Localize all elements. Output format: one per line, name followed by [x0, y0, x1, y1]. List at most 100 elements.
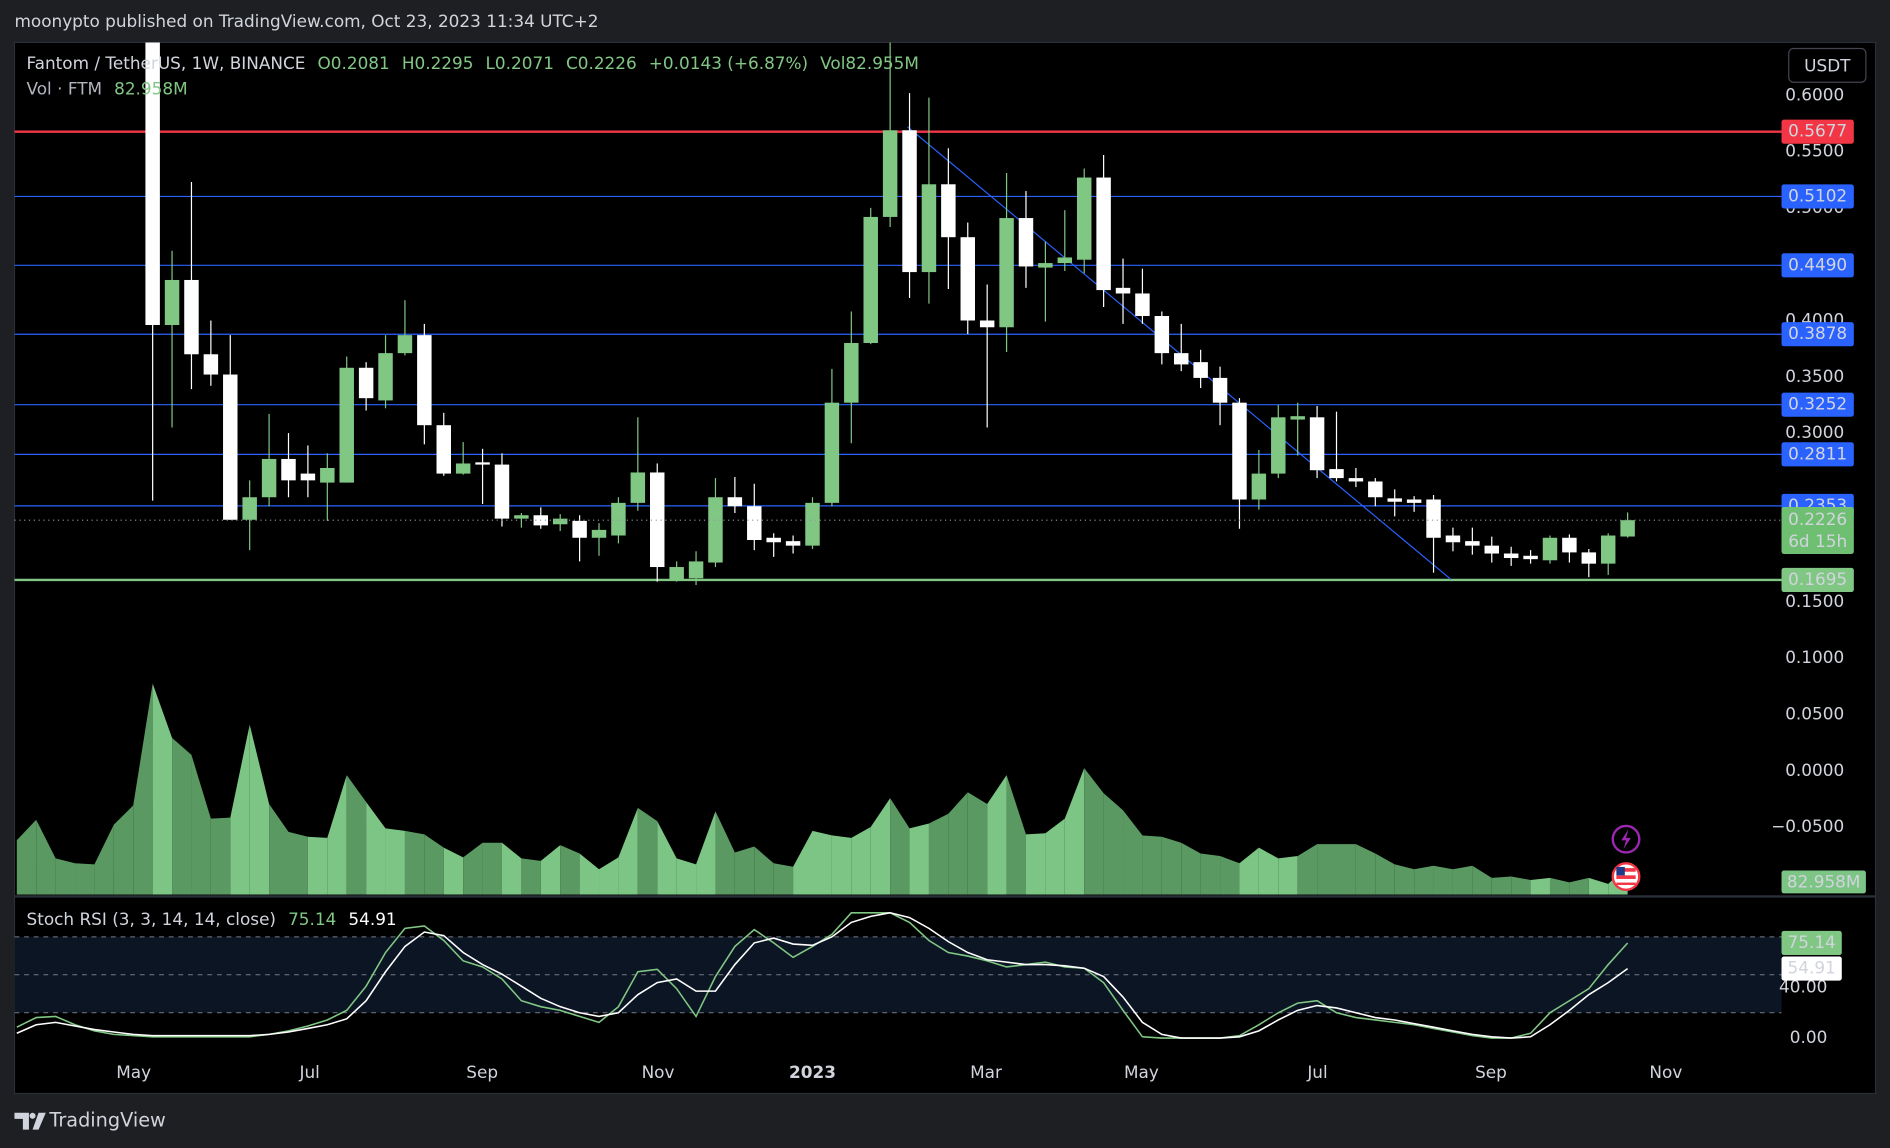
candle-body: [436, 425, 451, 474]
volume-area: [560, 845, 580, 895]
currency-label[interactable]: USDT: [1804, 56, 1851, 76]
candle-body: [785, 541, 801, 546]
volume-area: [385, 828, 405, 895]
volume-area: [851, 827, 871, 895]
candle-body: [494, 464, 510, 519]
candle-body: [1271, 417, 1286, 474]
volume-area: [696, 811, 716, 895]
volume-area: [366, 801, 386, 895]
volume-area: [404, 830, 425, 895]
level-label-box: [1781, 442, 1854, 467]
volume-area: [540, 845, 561, 895]
volume-area: [909, 823, 929, 895]
candle-body: [1387, 498, 1402, 502]
brand: TradingView: [48, 1109, 165, 1132]
footer-logo: TradingView: [14, 1109, 166, 1132]
volume-area: [1220, 855, 1240, 895]
volume-area: [191, 754, 211, 895]
volume-area: [521, 858, 541, 895]
published-note: moonypto published on TradingView.com, O…: [14, 11, 598, 31]
volume-area: [1569, 877, 1589, 895]
volume-area: [75, 863, 95, 895]
candle-body: [1076, 177, 1092, 260]
candle-body: [1600, 535, 1616, 564]
candle-body: [358, 367, 374, 399]
volume-area: [1025, 833, 1046, 895]
candle-body: [397, 335, 413, 354]
stoch-value-box: [1781, 930, 1842, 956]
volume-area: [94, 824, 114, 895]
candle-body: [1523, 555, 1538, 560]
candle-body: [1542, 537, 1558, 561]
last-price-label: 0.2226: [1788, 509, 1847, 529]
volume-area: [1103, 793, 1124, 895]
candle-body: [417, 335, 432, 426]
level-label-box: [1781, 567, 1854, 593]
currency-button[interactable]: [1788, 47, 1867, 83]
candle-body: [203, 354, 219, 375]
volume-area: [967, 792, 988, 895]
candle-body: [630, 472, 646, 503]
volume-area: [754, 846, 774, 895]
stoch-title: Stoch RSI (3, 3, 14, 14, close): [27, 909, 277, 929]
candle-body: [1368, 481, 1383, 498]
candle-body: [1562, 537, 1577, 553]
candle-body: [1193, 362, 1208, 378]
candle-body: [902, 130, 917, 273]
volume-area: [1452, 865, 1473, 895]
candle-body: [378, 353, 393, 401]
candle-body: [572, 520, 587, 538]
candle-body: [1135, 293, 1150, 316]
level-label: 0.3252: [1788, 394, 1847, 414]
level-label: 0.2811: [1788, 443, 1847, 463]
volume-area: [1297, 844, 1318, 895]
candle-body: [688, 561, 704, 579]
legend-value: Vol82.955M: [820, 53, 919, 73]
candle-body: [1445, 535, 1461, 543]
candle-body: [882, 130, 898, 217]
volume-area: [230, 724, 250, 895]
volume-name: Vol · FTM: [27, 78, 103, 98]
stoch-value-box: [1781, 956, 1842, 981]
stoch-value-label: 75.14: [1788, 932, 1836, 952]
symbol-title: Fantom / TetherUS, 1W, BINANCE: [27, 53, 306, 73]
volume-area: [1200, 853, 1221, 895]
legend-value: L0.2071: [486, 53, 554, 73]
candle-body: [1154, 315, 1170, 354]
y-tick-label: 0.3500: [1785, 366, 1844, 386]
y-tick-label: 0.5500: [1785, 141, 1844, 161]
volume-area: [36, 819, 56, 895]
volume-area: [1161, 836, 1182, 895]
level-label: 0.1695: [1788, 569, 1847, 589]
stoch-value-label: 54.91: [1788, 958, 1836, 978]
legend-value: H0.2295: [402, 53, 474, 73]
level-label: 0.3878: [1788, 323, 1847, 343]
candle-body: [1309, 417, 1325, 471]
volume-area: [1278, 855, 1298, 895]
legend-value: C0.2226: [566, 53, 637, 73]
volume-area: [831, 835, 852, 895]
candle-body: [999, 218, 1014, 328]
candle-body: [921, 184, 937, 273]
candle-body: [145, 42, 160, 325]
candle-body: [281, 458, 296, 481]
candle-body: [339, 367, 354, 483]
volume-area: [269, 804, 289, 895]
volume-area: [1239, 847, 1259, 895]
flag-canton: [1616, 866, 1625, 876]
volume-area: [1511, 876, 1531, 895]
legend-value: O0.2081: [317, 53, 389, 73]
candle-body: [1503, 553, 1519, 559]
volume-area: [210, 817, 231, 895]
x-tick-label: Nov: [642, 1062, 675, 1082]
volume-area: [1084, 768, 1104, 895]
volume-area: [1123, 810, 1143, 895]
candle-body: [1174, 353, 1189, 365]
volume-area: [1317, 844, 1337, 895]
candle-body: [455, 463, 471, 474]
candle-body: [1018, 218, 1034, 267]
volume-area: [1181, 842, 1201, 895]
stoch-pane: [14, 911, 1782, 1039]
candle-body: [960, 237, 975, 321]
